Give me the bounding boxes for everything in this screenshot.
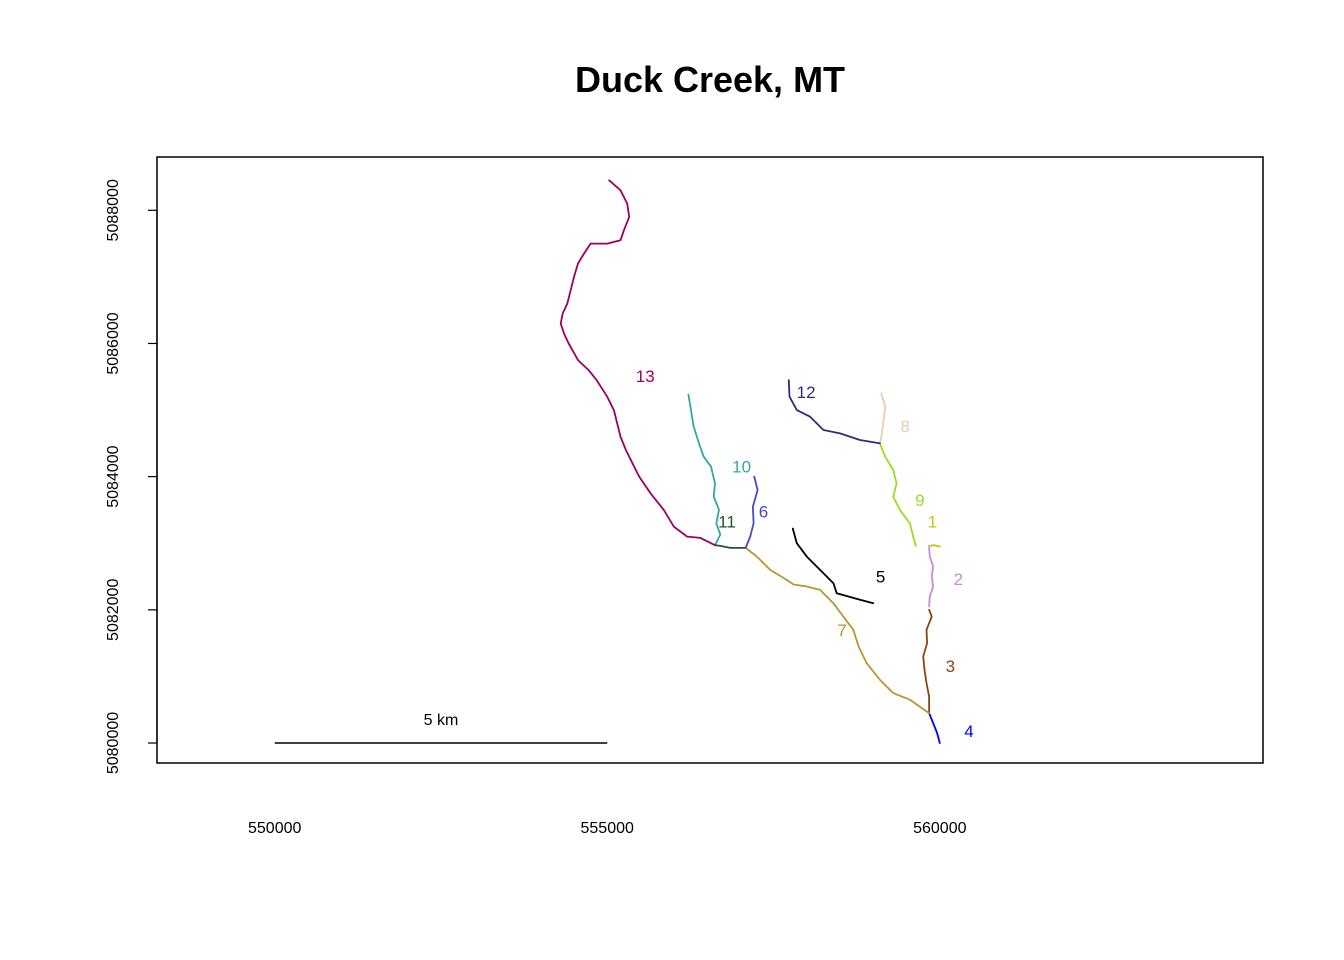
y-tick-label: 5082000 <box>105 579 122 641</box>
stream-segment-4 <box>928 712 941 744</box>
stream-segment-8 <box>879 392 887 445</box>
axes: 550000 555000 560000 5080000 5082000 5084000 5… <box>105 179 967 837</box>
segment-label-5: 5 <box>876 568 885 587</box>
scale-bar-label: 5 km <box>424 712 459 729</box>
map-title: Duck Creek, MT <box>575 59 845 100</box>
stream-segment-1 <box>928 544 941 548</box>
stream-segment-6 <box>744 475 759 549</box>
segment-label-4: 4 <box>964 722 973 741</box>
stream-segment-3 <box>922 608 933 714</box>
segment-label-7: 7 <box>837 621 846 640</box>
stream-segment-9 <box>879 442 917 547</box>
segment-label-3: 3 <box>946 657 955 676</box>
stream-segment-10 <box>687 393 722 547</box>
segment-label-1: 1 <box>928 512 937 531</box>
stream-segment-5 <box>791 527 875 605</box>
x-tick-label: 560000 <box>913 820 966 837</box>
y-tick-label: 5080000 <box>105 712 122 774</box>
segment-label-8: 8 <box>900 417 909 436</box>
stream-segment-12 <box>787 379 881 445</box>
segment-label-11: 11 <box>718 512 736 531</box>
segment-label-9: 9 <box>915 491 924 510</box>
segment-label-10: 10 <box>732 458 751 477</box>
stream-segment-7 <box>744 547 930 714</box>
segment-label-2: 2 <box>954 570 963 589</box>
stream-segment-2 <box>928 546 934 608</box>
x-tick-label: 550000 <box>248 820 301 837</box>
segment-label-6: 6 <box>759 502 768 521</box>
stream-segment-13 <box>559 179 716 547</box>
y-tick-label: 5088000 <box>105 179 122 241</box>
plot-frame <box>156 156 1264 764</box>
y-tick-label: 5084000 <box>105 445 122 507</box>
segment-label-12: 12 <box>797 383 816 402</box>
stream-segment-11 <box>714 544 747 549</box>
x-tick-label: 555000 <box>581 820 634 837</box>
segment-label-13: 13 <box>636 367 655 386</box>
y-tick-label: 5086000 <box>105 312 122 374</box>
